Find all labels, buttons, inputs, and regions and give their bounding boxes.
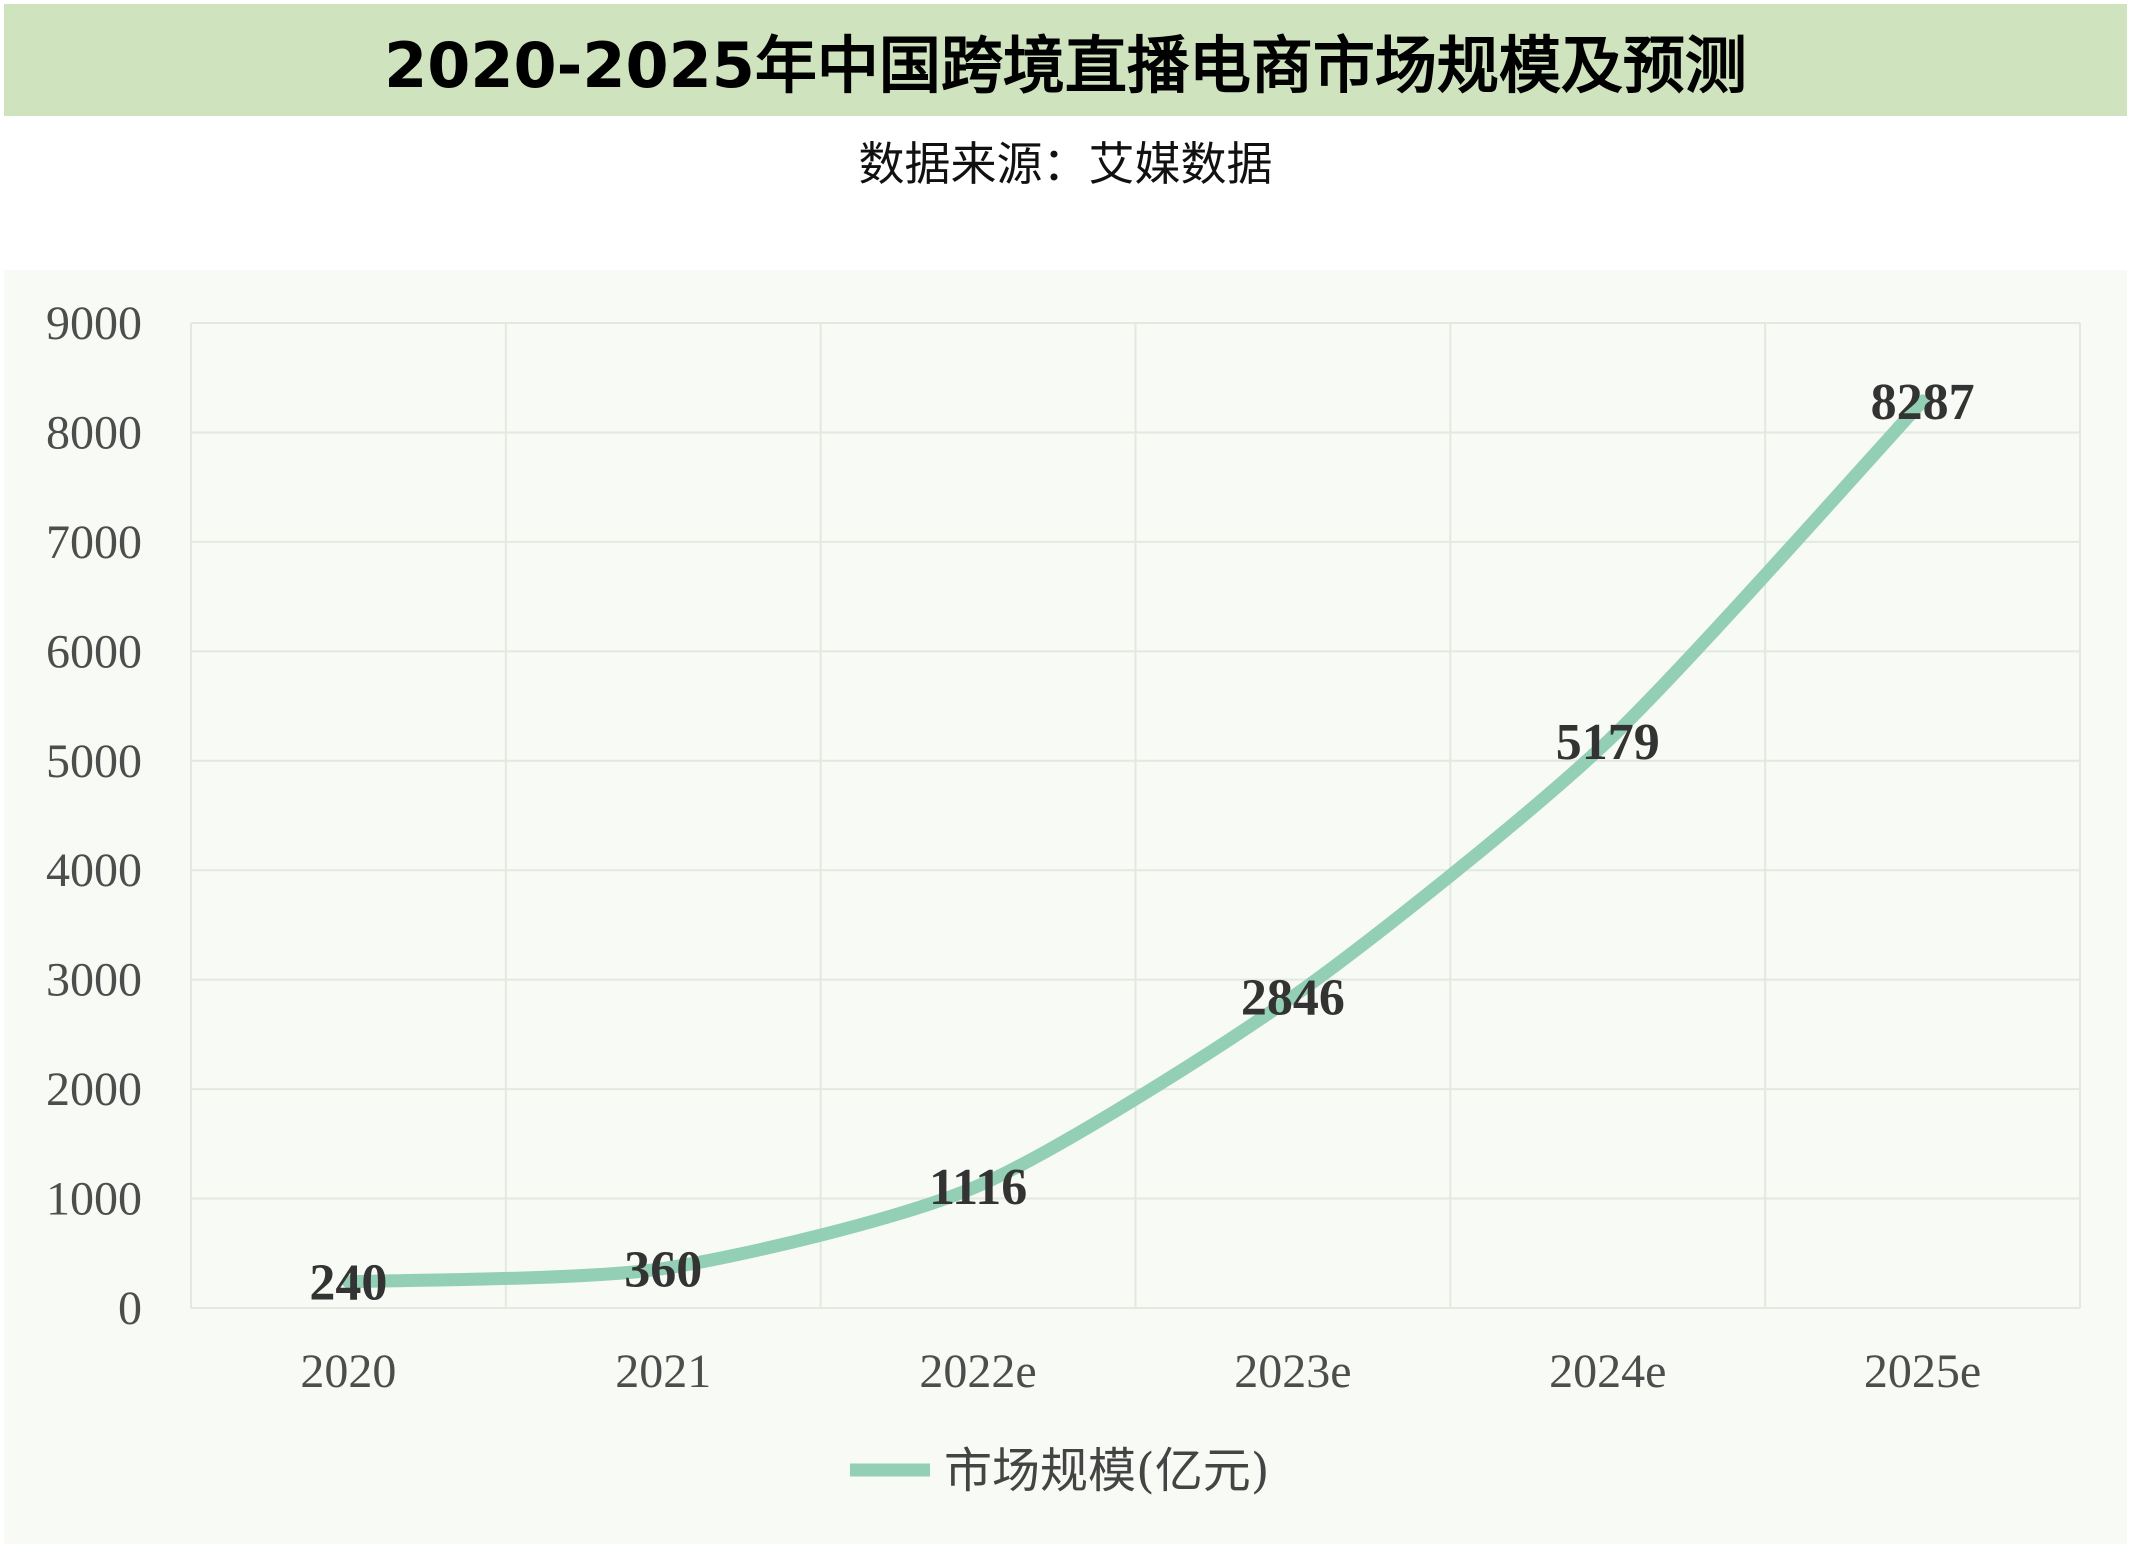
data-labels: 240 360 1116 2846 5179 8287 [309, 374, 1974, 1312]
x-tick-label: 2025e [1864, 1345, 1981, 1398]
data-label: 2846 [1241, 970, 1345, 1027]
y-tick-label: 6000 [46, 625, 142, 678]
gridlines [190, 322, 2081, 1309]
data-label: 8287 [1871, 374, 1975, 431]
data-label: 240 [309, 1255, 387, 1312]
x-axis-ticks: 2020 2021 2022e 2023e 2024e 2025e [300, 1345, 1981, 1398]
data-label: 360 [624, 1242, 702, 1299]
legend-label: 市场规模(亿元) [944, 1443, 1269, 1499]
y-tick-label: 9000 [46, 297, 142, 350]
y-tick-label: 5000 [46, 735, 142, 788]
x-tick-label: 2020 [300, 1345, 396, 1398]
y-tick-label: 0 [118, 1282, 142, 1335]
data-label: 1116 [929, 1159, 1027, 1216]
y-tick-label: 4000 [46, 844, 142, 897]
y-tick-label: 2000 [46, 1063, 142, 1116]
y-tick-label: 7000 [46, 516, 142, 569]
y-axis-ticks: 0 1000 2000 3000 4000 5000 6000 7000 8000 9000 [46, 297, 142, 1335]
series-line-group [341, 394, 1930, 1289]
chart-area: 0 1000 2000 3000 4000 5000 6000 7000 8000 9000 20… [4, 270, 2127, 1544]
x-tick-label: 2022e [919, 1345, 1036, 1398]
series-line [341, 394, 1930, 1289]
chart-title: 2020-2025年中国跨境直播电商市场规模及预测 [384, 29, 1747, 102]
title-bar: 2020-2025年中国跨境直播电商市场规模及预测 [4, 4, 2127, 116]
x-tick-label: 2021 [615, 1345, 711, 1398]
chart-subtitle: 数据来源：艾媒数据 [858, 137, 1273, 191]
y-tick-label: 1000 [46, 1173, 142, 1226]
legend: 市场规模(亿元) [850, 1443, 1269, 1499]
y-tick-label: 8000 [46, 406, 142, 459]
line-chart: 0 1000 2000 3000 4000 5000 6000 7000 8000 9000 20… [46, 297, 2081, 1499]
x-tick-label: 2023e [1234, 1345, 1351, 1398]
y-tick-label: 3000 [46, 954, 142, 1007]
data-label: 5179 [1556, 714, 1660, 771]
x-tick-label: 2024e [1549, 1345, 1666, 1398]
